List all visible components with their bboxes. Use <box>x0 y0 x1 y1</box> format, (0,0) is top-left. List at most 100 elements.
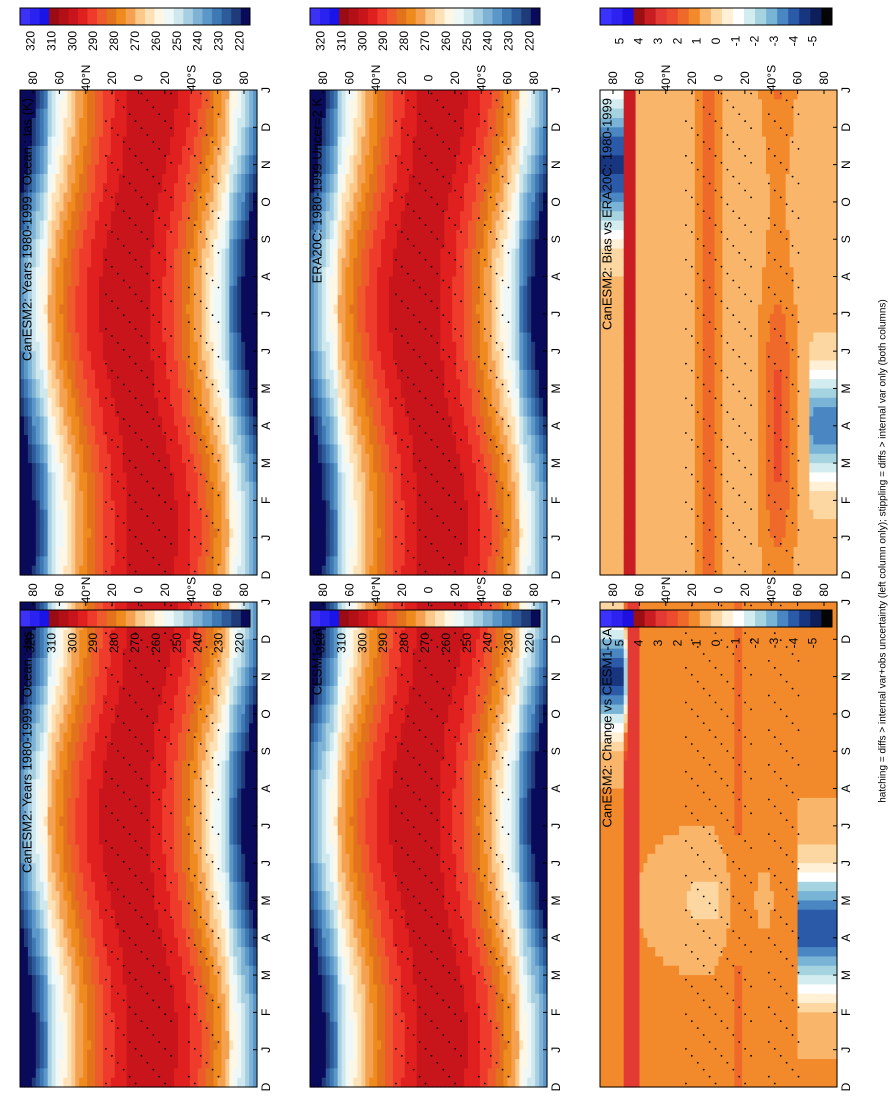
heatmap-cell <box>119 221 124 231</box>
heatmap-cell <box>40 258 45 268</box>
heatmap-cell <box>146 90 151 100</box>
heatmap-cell <box>158 333 163 343</box>
heatmap-cell <box>210 174 215 184</box>
heatmap-cell <box>178 556 183 566</box>
heatmap-cell <box>154 277 159 287</box>
heatmap-cell <box>233 249 238 259</box>
heatmap-cell <box>131 500 136 510</box>
heatmap-cell <box>119 826 124 836</box>
heatmap-cell <box>44 1050 49 1060</box>
heatmap-cell <box>99 1022 104 1032</box>
heatmap-cell <box>20 1059 25 1069</box>
heatmap-cell <box>24 910 29 920</box>
heatmap-cell <box>75 510 80 520</box>
heatmap-cell <box>79 538 84 548</box>
heatmap-cell <box>154 519 159 529</box>
heatmap-cell <box>115 230 120 240</box>
heatmap-cell <box>95 705 100 715</box>
heatmap-cell <box>139 444 144 454</box>
heatmap-cell <box>91 919 96 929</box>
heatmap-cell <box>178 127 183 137</box>
heatmap-cell <box>95 360 100 370</box>
heatmap-cell <box>63 323 68 333</box>
heatmap-cell <box>67 1022 72 1032</box>
heatmap-cell <box>119 984 124 994</box>
heatmap-cell <box>174 323 179 333</box>
stipple-dot <box>212 418 214 420</box>
heatmap-cell <box>28 1050 33 1060</box>
heatmap-cell <box>79 742 84 752</box>
heatmap-cell <box>28 956 33 966</box>
stipple-dot <box>141 196 143 198</box>
heatmap-cell <box>115 500 120 510</box>
stipple-dot <box>146 273 148 275</box>
heatmap-cell <box>241 482 246 492</box>
heatmap-cell <box>99 99 104 109</box>
heatmap-cell <box>83 109 88 119</box>
heatmap-cell <box>67 258 72 268</box>
heatmap-cell <box>71 826 76 836</box>
heatmap-cell <box>241 538 246 548</box>
heatmap-cell <box>237 454 242 464</box>
heatmap-cell <box>150 239 155 249</box>
heatmap-cell <box>111 900 116 910</box>
heatmap-cell <box>198 323 203 333</box>
heatmap-cell <box>48 146 53 156</box>
heatmap-cell <box>178 295 183 305</box>
heatmap-cell <box>71 733 76 743</box>
heatmap-cell <box>111 891 116 901</box>
heatmap-cell <box>75 444 80 454</box>
heatmap-cell <box>150 463 155 473</box>
heatmap-cell <box>225 333 230 343</box>
heatmap-cell <box>190 426 195 436</box>
heatmap-cell <box>221 482 226 492</box>
heatmap-cell <box>52 872 57 882</box>
heatmap-cell <box>174 435 179 445</box>
heatmap-cell <box>52 919 57 929</box>
heatmap-cell <box>24 956 29 966</box>
heatmap-cell <box>225 388 230 398</box>
heatmap-cell <box>166 547 171 557</box>
heatmap-cell <box>32 416 37 426</box>
heatmap-cell <box>75 258 80 268</box>
heatmap-cell <box>229 472 234 482</box>
heatmap-cell <box>221 351 226 361</box>
heatmap-cell <box>131 910 136 920</box>
heatmap-cell <box>40 528 45 538</box>
heatmap-cell <box>119 1050 124 1060</box>
heatmap-cell <box>24 1040 29 1050</box>
heatmap-cell <box>194 230 199 240</box>
heatmap-cell <box>139 211 144 221</box>
heatmap-cell <box>158 323 163 333</box>
heatmap-cell <box>99 556 104 566</box>
heatmap-cell <box>111 267 116 277</box>
heatmap-cell <box>202 267 207 277</box>
heatmap-cell <box>119 230 124 240</box>
heatmap-cell <box>87 463 92 473</box>
heatmap-cell <box>56 239 61 249</box>
heatmap-cell <box>48 528 53 538</box>
heatmap-cell <box>87 472 92 482</box>
heatmap-cell <box>182 118 187 128</box>
heatmap-cell <box>87 1003 92 1013</box>
heatmap-cell <box>115 938 120 948</box>
heatmap-cell <box>150 370 155 380</box>
heatmap-cell <box>24 472 29 482</box>
heatmap-cell <box>40 919 45 929</box>
heatmap-cell <box>36 500 41 510</box>
heatmap-cell <box>56 770 61 780</box>
heatmap-cell <box>103 556 108 566</box>
heatmap-cell <box>60 900 65 910</box>
heatmap-cell <box>20 1068 25 1078</box>
heatmap-cell <box>56 1003 61 1013</box>
heatmap-cell <box>83 751 88 761</box>
heatmap-cell <box>79 994 84 1004</box>
heatmap-cell <box>36 277 41 287</box>
heatmap-cell <box>249 323 254 333</box>
heatmap-cell <box>182 500 187 510</box>
heatmap-cell <box>71 137 76 147</box>
heatmap-cell <box>241 277 246 287</box>
heatmap-cell <box>146 202 151 212</box>
heatmap-cell <box>170 137 175 147</box>
heatmap-cell <box>233 510 238 520</box>
